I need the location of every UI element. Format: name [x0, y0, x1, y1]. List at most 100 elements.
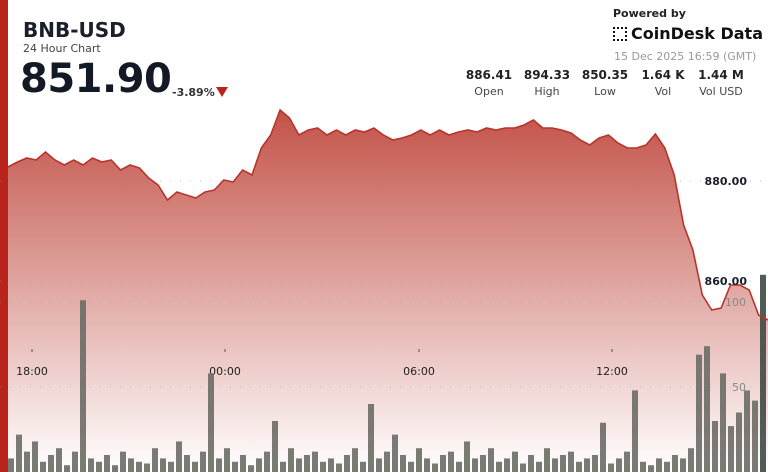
volume-bar — [576, 461, 582, 472]
x-tick-label: 00:00 — [209, 365, 241, 378]
volume-bar — [288, 448, 294, 472]
stat-label: High — [534, 85, 560, 98]
volume-bar — [56, 448, 62, 472]
volume-bar — [296, 458, 302, 472]
stat-value: 886.41 — [465, 68, 513, 82]
volume-bar — [472, 458, 478, 472]
volume-bar — [272, 421, 278, 472]
volume-bar — [256, 458, 262, 472]
volume-bar — [8, 458, 14, 472]
volume-bar — [544, 448, 550, 472]
volume-bar — [136, 461, 142, 472]
volume-bar — [520, 463, 526, 472]
volume-bar — [688, 448, 694, 472]
volume-bar — [328, 458, 334, 472]
volume-bar — [24, 451, 30, 472]
volume-bar — [48, 455, 54, 472]
volume-bar — [448, 451, 454, 472]
volume-bar — [432, 463, 438, 472]
volume-bar — [184, 455, 190, 472]
volume-bar — [344, 455, 350, 472]
volume-bar — [760, 274, 766, 472]
volume-bar — [440, 455, 446, 472]
volume-bar — [168, 461, 174, 472]
brand-logo: CoinDesk Data — [613, 24, 763, 43]
volume-bar — [496, 461, 502, 472]
volume-bar — [16, 434, 22, 472]
volume-bar — [424, 458, 430, 472]
volume-bar — [552, 458, 558, 472]
chart-subtitle: 24 Hour Chart — [23, 42, 101, 55]
stat-label: Low — [594, 85, 616, 98]
volume-bar — [416, 448, 422, 472]
volume-bar — [88, 458, 94, 472]
volume-bar — [744, 390, 750, 472]
volume-bar — [200, 451, 206, 472]
volume-bar — [560, 455, 566, 472]
volume-bar — [656, 458, 662, 472]
stat-vol: 1.64 K Vol — [634, 68, 692, 98]
volume-bar — [64, 465, 70, 472]
volume-bar — [240, 455, 246, 472]
stat-vol-usd: 1.44 M Vol USD — [692, 68, 750, 98]
volume-bar — [112, 465, 118, 472]
stat-label: Vol — [654, 85, 672, 98]
stat-low: 850.35 Low — [576, 68, 634, 98]
volume-axis-label: 50 — [732, 381, 746, 394]
volume-bar — [512, 451, 518, 472]
volume-bar — [664, 461, 670, 472]
volume-bar — [32, 441, 38, 472]
volume-bar — [592, 455, 598, 472]
volume-bar — [208, 373, 214, 472]
volume-bar — [336, 463, 342, 472]
stat-high: 894.33 High — [518, 68, 576, 98]
volume-bar — [392, 434, 398, 472]
volume-bar — [504, 458, 510, 472]
price-change: -3.89% — [172, 86, 215, 99]
volume-bar — [104, 455, 110, 472]
brand-name: CoinDesk Data — [631, 24, 763, 43]
volume-bar — [352, 448, 358, 472]
volume-bar — [400, 455, 406, 472]
current-price: 851.90 — [20, 56, 172, 102]
coindesk-logo-icon — [613, 26, 627, 41]
stat-open: 886.41 Open — [460, 68, 518, 98]
volume-bar — [264, 451, 270, 472]
volume-bar — [640, 461, 646, 472]
x-tick-label: 12:00 — [596, 365, 628, 378]
x-tick-label: 06:00 — [403, 365, 435, 378]
volume-bar — [720, 373, 726, 472]
volume-bar — [360, 461, 366, 472]
down-arrow-icon — [216, 87, 228, 97]
stat-label: Open — [474, 85, 504, 98]
volume-bar — [384, 451, 390, 472]
volume-bar — [368, 404, 374, 472]
volume-bar — [672, 455, 678, 472]
price-line — [7, 108, 768, 321]
volume-bar — [680, 458, 686, 472]
stat-label: Vol USD — [699, 85, 743, 98]
volume-bar — [728, 426, 734, 472]
volume-bar — [232, 461, 238, 472]
price-area — [8, 110, 768, 472]
volume-bar — [408, 461, 414, 472]
volume-bar — [456, 461, 462, 472]
volume-bar — [224, 448, 230, 472]
volume-bar — [568, 451, 574, 472]
x-tick-label: 18:00 — [16, 365, 48, 378]
volume-bar — [160, 458, 166, 472]
volume-bar — [648, 465, 654, 472]
volume-bar — [176, 441, 182, 472]
volume-bar — [704, 346, 710, 472]
volume-bar — [192, 461, 198, 472]
volume-bar — [304, 455, 310, 472]
volume-bar — [584, 458, 590, 472]
volume-bar — [600, 422, 606, 472]
volume-bar — [152, 448, 158, 472]
volume-bar — [128, 458, 134, 472]
stats-row: 886.41 Open 894.33 High 850.35 Low 1.64 K Vo… — [460, 68, 750, 98]
volume-bar — [608, 463, 614, 472]
volume-bar — [488, 448, 494, 472]
price-axis-label: 880.00 — [705, 175, 748, 188]
